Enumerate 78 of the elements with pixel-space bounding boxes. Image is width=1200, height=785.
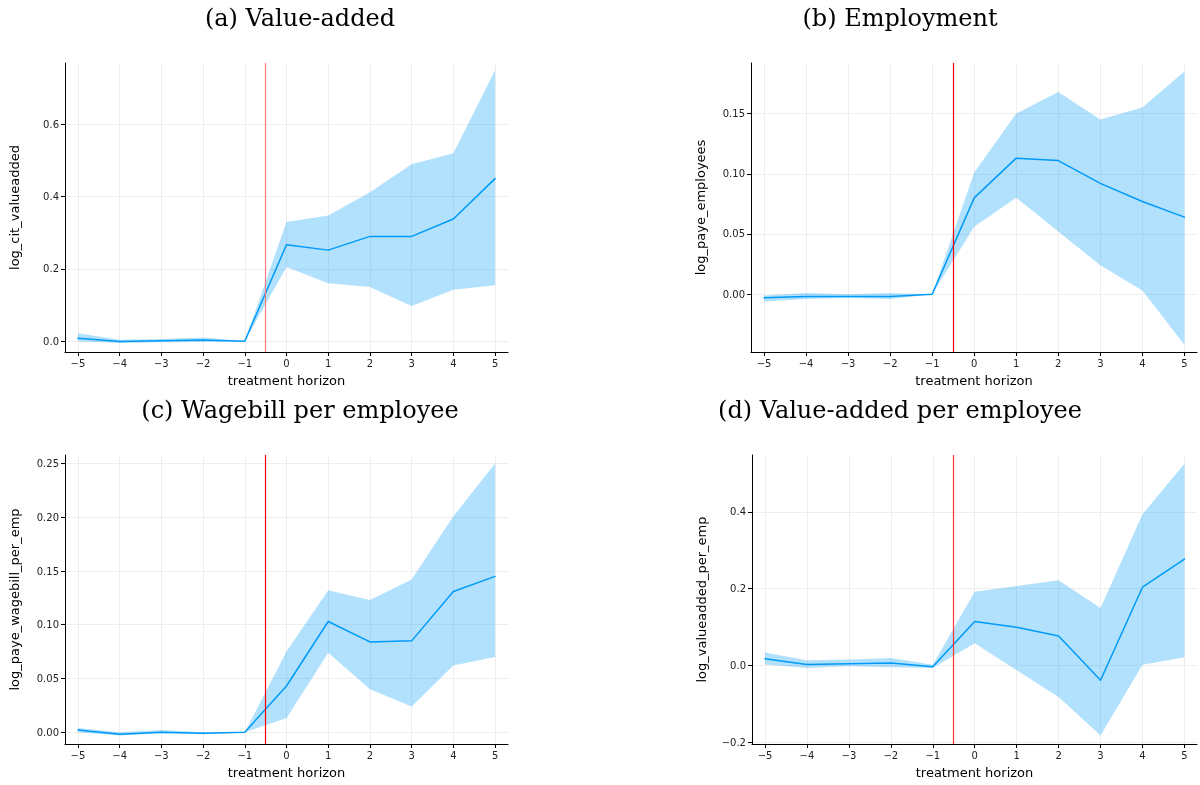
x-tick-label: −5 [757, 749, 773, 761]
x-tick-label: −1 [925, 749, 941, 761]
x-tick-label: 2 [1055, 749, 1062, 761]
y-tick-label: −0.2 [721, 736, 746, 748]
x-tick-label: −3 [153, 749, 169, 761]
x-tick-label: −2 [882, 357, 898, 369]
line-series [77, 177, 496, 343]
y-tick-label: 0.20 [36, 511, 59, 523]
y-tick-label: 0.6 [43, 118, 59, 130]
x-tick-label: 2 [1055, 357, 1062, 369]
x-tick-label: −2 [883, 749, 899, 761]
y-tick-label: 0.0 [730, 660, 746, 672]
x-axis-title: treatment horizon [915, 373, 1033, 388]
x-tick-label: 5 [1181, 749, 1188, 761]
x-tick-label: 3 [1097, 749, 1104, 761]
x-tick-label: 1 [325, 749, 332, 761]
chart-title: (c) Wagebill per employee [140, 396, 460, 424]
y-tick-label: 0.4 [730, 506, 746, 518]
x-tick-label: −1 [237, 749, 253, 761]
y-tick-label: 0.00 [36, 726, 59, 738]
x-tick-label: 1 [1013, 357, 1020, 369]
x-tick-label: −2 [195, 749, 211, 761]
x-tick-label: −1 [924, 357, 940, 369]
x-tick-label: 2 [366, 749, 374, 761]
x-tick-label: 5 [1181, 357, 1188, 369]
x-tick-label: −3 [841, 749, 857, 761]
y-tick-label: 0.0 [43, 335, 59, 347]
x-axis-title: treatment horizon [227, 373, 346, 388]
x-tick-label: 3 [408, 357, 415, 369]
x-tick-label: −1 [237, 357, 253, 369]
y-axis-title: log_paye_wagebill_per_emp [7, 508, 22, 691]
x-tick-label: 3 [408, 749, 415, 761]
x-tick-label: 0 [971, 357, 978, 369]
y-tick-label: 0.4 [43, 191, 59, 203]
y-tick-label: 0.2 [43, 263, 59, 275]
y-tick-label: 0.05 [722, 228, 745, 240]
y-tick-label: 0.10 [722, 168, 745, 180]
y-axis-title: log_valueadded_per_emp [694, 516, 709, 683]
x-tick-label: −2 [195, 357, 211, 369]
x-tick-label: 5 [491, 357, 499, 369]
x-tick-label: −5 [70, 749, 86, 761]
x-tick-label: 3 [1097, 357, 1104, 369]
x-tick-label: 0 [283, 749, 290, 761]
y-axis-title: log_paye_employees [693, 139, 708, 276]
y-tick-label: 0.05 [36, 672, 59, 684]
x-tick-label: 1 [1013, 749, 1020, 761]
x-tick-label: −4 [799, 749, 815, 761]
y-tick-label: 0.2 [730, 583, 746, 595]
x-tick-label: −3 [840, 357, 856, 369]
x-tick-label: 1 [325, 357, 332, 369]
x-tick-label: 2 [366, 357, 374, 369]
x-tick-label: −5 [70, 357, 86, 369]
x-tick-label: 0 [971, 749, 978, 761]
x-tick-label: 0 [283, 357, 290, 369]
x-tick-label: 4 [450, 357, 457, 369]
line-series [764, 558, 1186, 681]
x-tick-label: −4 [798, 357, 814, 369]
y-tick-label: 0.15 [36, 565, 59, 577]
chart-title: (a) Value-added [203, 4, 397, 32]
x-tick-label: 4 [1139, 749, 1146, 761]
line-series [77, 575, 496, 736]
y-tick-label: 0.10 [36, 619, 59, 631]
x-tick-label: 4 [1139, 357, 1146, 369]
x-tick-label: −3 [153, 357, 169, 369]
chart-title: (b) Employment [801, 4, 999, 32]
x-tick-label: 4 [450, 749, 457, 761]
y-tick-label: 0.15 [722, 108, 745, 120]
x-tick-label: −4 [112, 749, 128, 761]
x-axis-title: treatment horizon [227, 765, 346, 780]
y-tick-label: 0.00 [722, 288, 745, 300]
y-tick-label: 0.25 [36, 458, 59, 470]
x-tick-label: 5 [491, 749, 499, 761]
x-tick-label: −4 [112, 357, 128, 369]
chart-title: (d) Value-added per employee [717, 396, 1083, 424]
y-axis-title: log_cit_valueadded [7, 145, 22, 270]
x-axis-title: treatment horizon [915, 765, 1034, 780]
x-tick-label: −5 [756, 357, 772, 369]
line-series [763, 157, 1186, 299]
